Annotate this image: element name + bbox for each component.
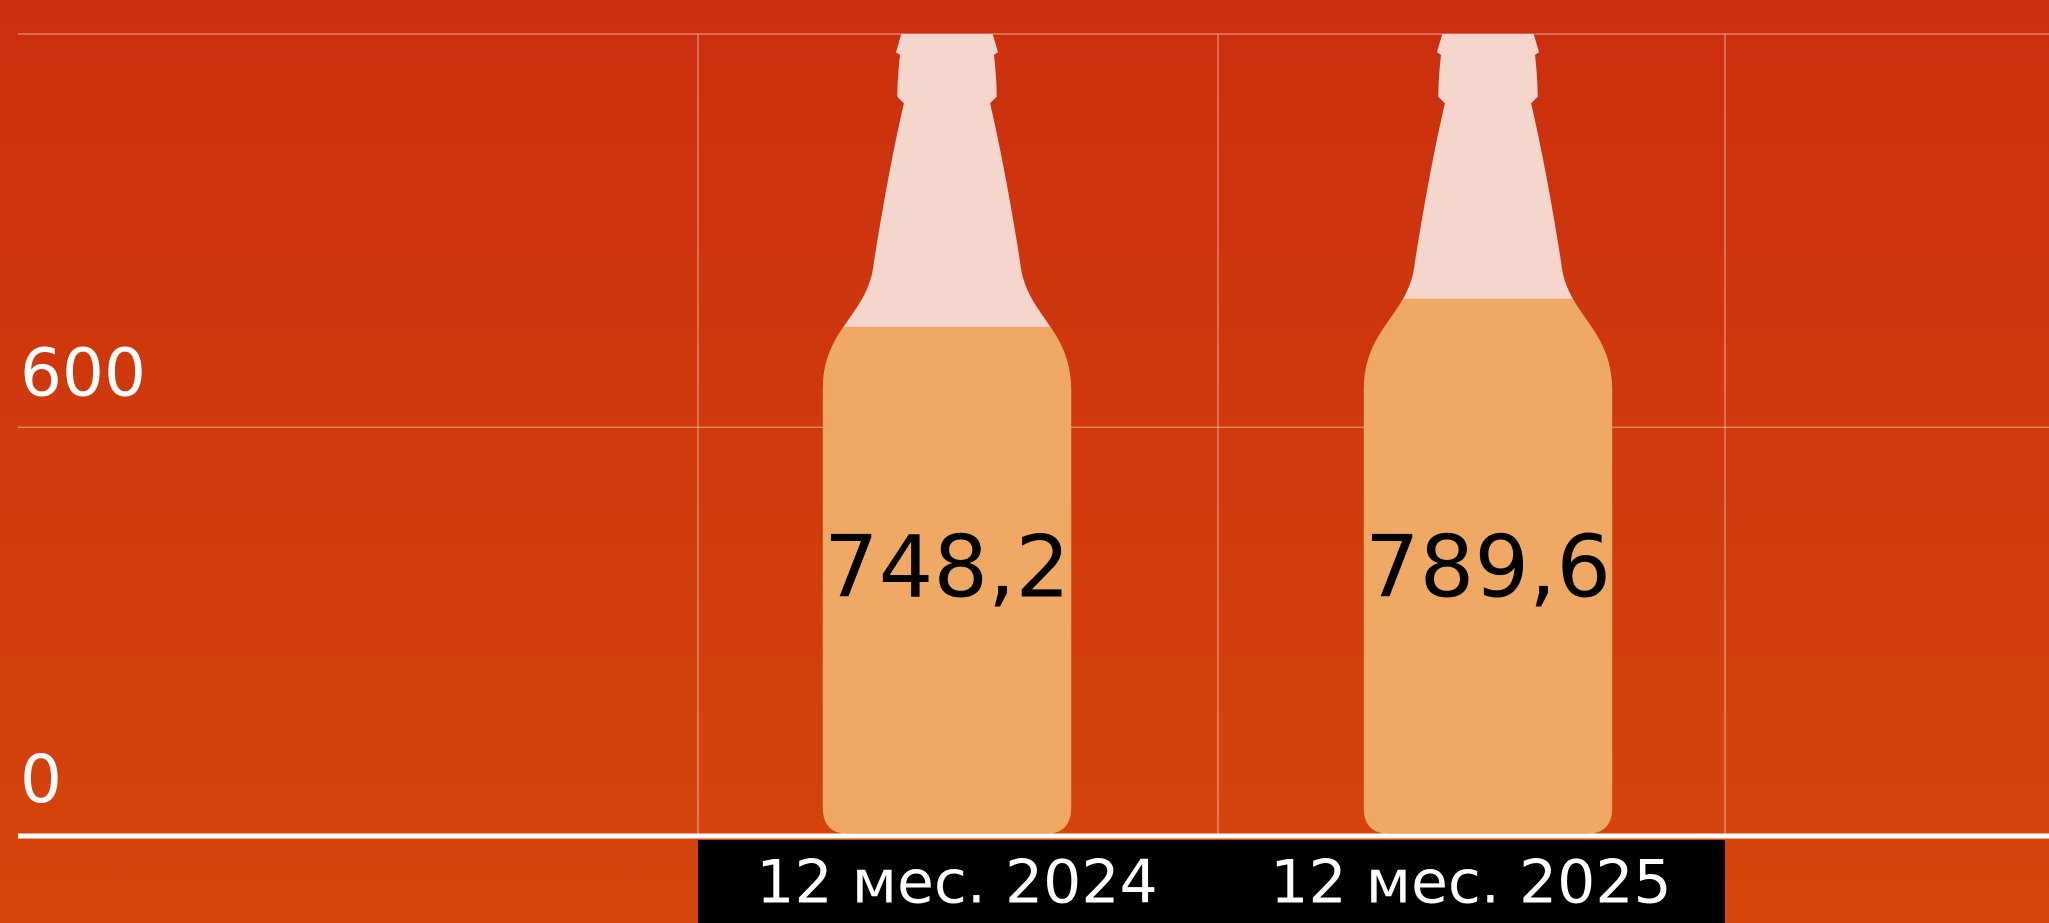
y-tick-label: 0: [20, 741, 62, 818]
value-label: 789,6: [1365, 517, 1611, 617]
bar: [822, 326, 1072, 834]
x-tick-label: 12 мес. 2024: [756, 848, 1157, 918]
value-label: 748,2: [824, 517, 1070, 617]
bar: [1363, 298, 1613, 834]
x-tick-label: 12 мес. 2025: [1270, 848, 1671, 918]
category-strip: [698, 840, 1725, 923]
y-tick-label: 600: [20, 334, 146, 411]
